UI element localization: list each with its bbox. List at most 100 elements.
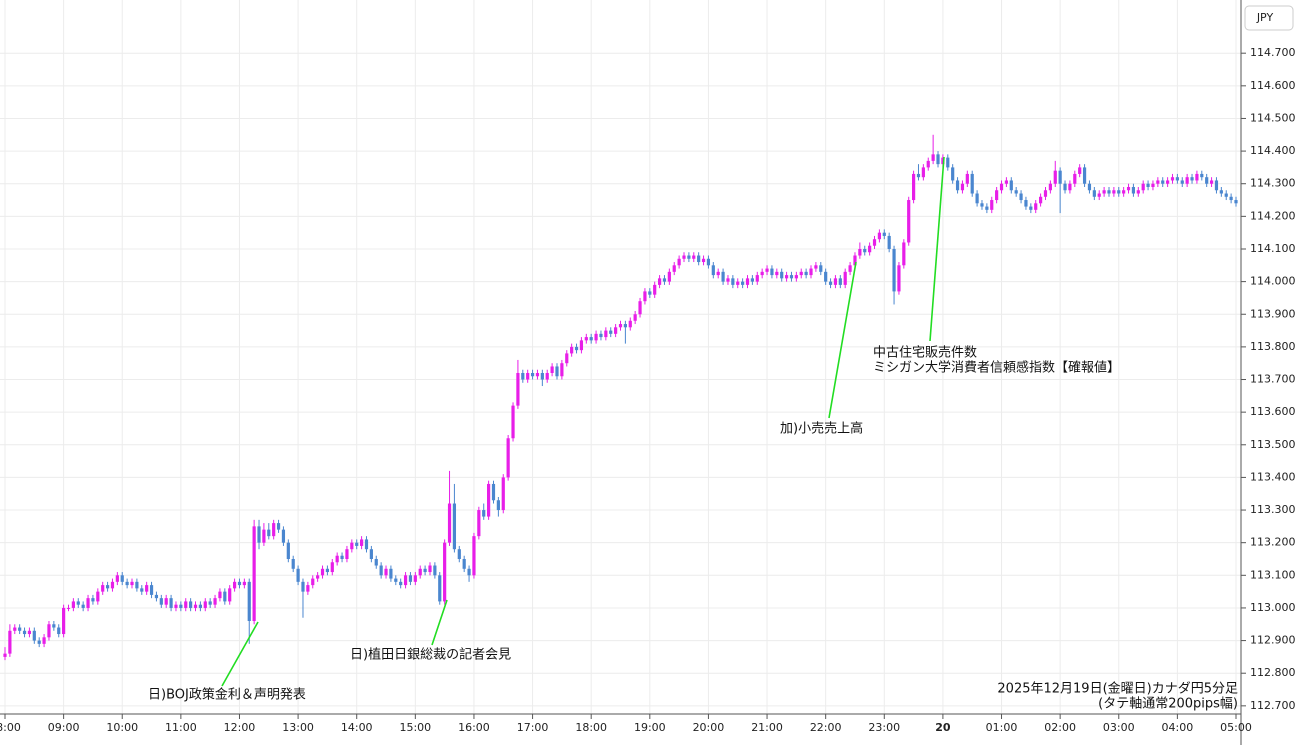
candle-body: [682, 255, 686, 259]
candle-body: [1141, 183, 1145, 191]
candle-body: [662, 278, 667, 282]
candle-body: [868, 245, 872, 253]
candle-body: [692, 255, 696, 259]
candle-body: [765, 268, 769, 272]
candle-body: [330, 562, 334, 573]
candle-body: [477, 510, 481, 537]
candle-body: [379, 565, 383, 576]
candle-body: [438, 575, 442, 602]
candle-body: [242, 581, 246, 586]
candle-body: [1112, 190, 1116, 194]
candle-body: [985, 206, 989, 210]
candle-body: [877, 232, 882, 240]
candle-body: [995, 190, 999, 201]
candle-body: [135, 581, 139, 589]
candle-body: [42, 637, 46, 644]
candle-body: [389, 568, 393, 579]
y-tick-label: 112.800: [1250, 666, 1296, 679]
x-tick-label: 08:00: [0, 721, 21, 734]
candle-body: [27, 630, 32, 635]
candle-body: [506, 438, 510, 478]
x-tick-label: 11:00: [165, 721, 197, 734]
candle-body: [731, 278, 735, 285]
candle-body: [511, 405, 515, 439]
y-tick-label: 113.900: [1250, 307, 1296, 320]
annotation-line: [431, 599, 448, 646]
candle-body: [335, 555, 339, 563]
candle-body: [96, 591, 100, 602]
x-tick-label: 09:00: [48, 721, 80, 734]
x-tick-label: 16:00: [458, 721, 490, 734]
candle-body: [359, 539, 364, 546]
candle-body: [609, 330, 613, 334]
candle-body: [1224, 193, 1228, 197]
y-tick-label: 114.500: [1250, 111, 1296, 124]
candle-body: [316, 575, 320, 579]
candle-body: [1166, 180, 1170, 184]
candle-body: [501, 477, 505, 511]
candle-body: [892, 248, 896, 292]
candle-body: [936, 154, 940, 165]
candle-body: [736, 281, 740, 285]
candle-body: [491, 483, 496, 501]
candle-body: [81, 604, 85, 608]
y-tick-label: 113.500: [1250, 438, 1296, 451]
candle-body: [1082, 167, 1087, 184]
candle-body: [272, 523, 276, 537]
candle-body: [447, 503, 452, 543]
candle-body: [154, 594, 159, 599]
annotation: 中古住宅販売件数: [873, 345, 977, 361]
candle-body: [614, 327, 618, 334]
candle-body: [726, 278, 730, 282]
candle-body: [223, 591, 227, 602]
candle-body: [1219, 190, 1223, 194]
candle-body: [975, 193, 979, 204]
candle-body: [145, 585, 149, 592]
candle-body: [291, 558, 295, 569]
annotation-line: [828, 261, 857, 419]
y-tick-label: 113.700: [1250, 373, 1296, 386]
y-tick-label: 113.100: [1250, 568, 1296, 581]
candle-body: [633, 314, 637, 321]
candle-body: [101, 585, 105, 592]
candle-body: [369, 549, 373, 559]
candle-body: [1195, 173, 1199, 181]
candle-body: [399, 581, 403, 586]
candle-body: [799, 271, 803, 276]
candle-body: [198, 604, 202, 608]
candle-body: [267, 529, 271, 537]
candle-body: [262, 529, 266, 543]
candle-body: [115, 575, 119, 582]
candle-body: [320, 568, 325, 576]
candle-body: [824, 271, 828, 282]
candle-body: [960, 183, 965, 191]
x-tick-label: 21:00: [751, 721, 783, 734]
candle-body: [159, 598, 163, 605]
y-tick-label: 113.200: [1250, 536, 1296, 549]
candle-body: [990, 200, 994, 210]
candle-body: [1058, 170, 1062, 184]
candle-body: [52, 624, 56, 628]
candle-body: [721, 271, 725, 282]
candle-body: [203, 601, 207, 608]
candle-body: [809, 268, 813, 276]
candle-body: [516, 372, 520, 406]
candle-body: [711, 265, 715, 276]
candle-body: [530, 372, 535, 377]
candle-body: [1053, 170, 1057, 184]
candle-body: [208, 601, 212, 605]
candle-body: [232, 581, 237, 589]
y-tick-label: 113.400: [1250, 470, 1296, 483]
candle-body: [560, 363, 564, 377]
candle-body: [863, 248, 867, 253]
candle-body: [1068, 183, 1072, 191]
candle-body: [628, 320, 632, 328]
x-tick-label: 20:00: [693, 721, 725, 734]
candle-body: [1024, 200, 1028, 207]
candle-body: [931, 154, 935, 161]
candle-body: [1180, 180, 1184, 184]
annotation-line: [929, 156, 945, 342]
candle-body: [882, 232, 886, 236]
x-tick-label: 03:00: [1103, 721, 1135, 734]
candle-body: [814, 265, 818, 269]
